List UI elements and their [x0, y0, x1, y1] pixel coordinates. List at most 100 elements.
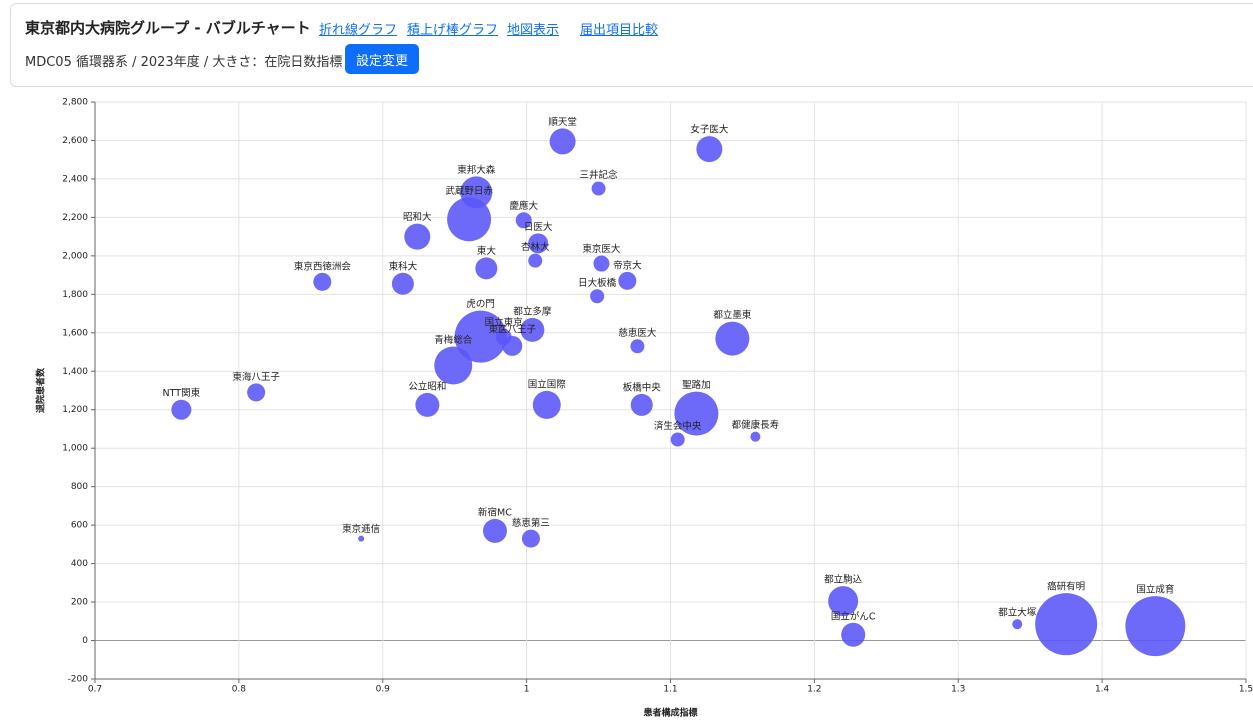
x-tick-label: 0.8 [232, 685, 247, 695]
bubble [532, 390, 561, 419]
y-tick-label: 2,400 [62, 174, 88, 184]
x-tick-label: 1.2 [807, 685, 821, 695]
y-tick-label: 400 [71, 559, 88, 569]
bubble-label: 日大板橋 [578, 277, 617, 289]
bubble [618, 271, 637, 290]
y-tick-label: 1,000 [62, 444, 88, 454]
bubble-label: 国立がんC [831, 610, 876, 622]
y-tick-label: 800 [71, 482, 88, 492]
y-tick-label: 1,200 [62, 405, 88, 415]
bubble [696, 136, 723, 163]
bubble [528, 253, 543, 268]
bubble [1035, 593, 1098, 656]
nav-link[interactable]: 積上げ棒グラフ [407, 23, 499, 38]
bubble-label: 東海八王子 [232, 371, 280, 383]
bubble-label: 都立多摩 [513, 305, 552, 317]
bubble-label: 癌研有明 [1047, 581, 1085, 593]
bubble [415, 392, 440, 417]
bubble [520, 317, 545, 342]
bubble [670, 432, 685, 447]
bubble-label: 東京西徳洲会 [294, 260, 352, 272]
bubble-label: 聖路加 [682, 379, 711, 391]
y-tick-label: 2,200 [62, 213, 88, 223]
bubble [313, 272, 332, 291]
bubble [528, 233, 549, 254]
bubble-label: 東京医大 [582, 243, 621, 255]
y-tick-label: 2,000 [62, 251, 88, 261]
bubble [358, 535, 365, 542]
bubble-label: 日医大 [524, 221, 553, 233]
x-tick-label: 1.1 [663, 685, 677, 695]
y-tick-label: 0 [82, 636, 88, 646]
bubble [460, 176, 493, 209]
bubble-label: 慶應大 [509, 200, 538, 212]
x-tick-label: 1.5 [1239, 685, 1253, 695]
bubble-label: 三井記念 [580, 169, 619, 181]
bubble-label: 済生会中央 [654, 420, 702, 432]
bubble-label: 慈恵医大 [618, 327, 657, 339]
bubble-label: 国立成育 [1136, 584, 1174, 596]
y-tick-label: 600 [71, 521, 88, 531]
bubble [447, 197, 492, 242]
bubble [549, 128, 576, 155]
bubble [674, 391, 719, 436]
bubble-label: 都健康長寿 [732, 419, 780, 431]
x-axis-title: 患者構成指標 [643, 707, 697, 719]
bubble [475, 257, 498, 280]
bubble [630, 339, 645, 354]
bubble-label: 順天堂 [548, 116, 577, 128]
y-tick-label: -200 [68, 675, 89, 685]
bubble-label: 東科大 [389, 260, 418, 272]
bubble [482, 518, 507, 543]
bubble-label: 昭和大 [403, 211, 432, 223]
bubble [434, 346, 473, 385]
bubble-label: 青梅総合 [434, 334, 473, 346]
bubble [750, 431, 761, 442]
bubble-label: 都立墨東 [713, 309, 752, 321]
x-tick-label: 1.4 [1095, 685, 1110, 695]
bubble [247, 383, 266, 402]
x-tick-label: 1.3 [951, 685, 965, 695]
bubble-label: 女子医大 [690, 124, 729, 136]
bubble-label: 東医八王子 [488, 323, 536, 335]
bubble [454, 310, 507, 363]
nav-link[interactable]: 届出項目比較 [580, 23, 659, 38]
bubble [1125, 596, 1186, 657]
y-tick-label: 2,800 [62, 98, 88, 108]
bubble [591, 181, 606, 196]
bubble-label: 都立駒込 [824, 574, 863, 586]
nav-link[interactable]: 地図表示 [507, 23, 560, 38]
bubble [590, 289, 605, 304]
bubble-label: 東大 [477, 245, 497, 257]
bubble-label: NTT関東 [163, 387, 201, 399]
x-tick-label: 0.7 [88, 685, 102, 695]
bubble [521, 529, 540, 548]
header-panel: 東京都内大病院グループ - バブルチャート 折れ線グラフ 積上げ棒グラフ 地図表… [10, 3, 1253, 87]
bubble-label: 慈恵第三 [512, 517, 550, 529]
bubble-label: 帝京大 [613, 259, 642, 271]
page-title: 東京都内大病院グループ - バブルチャート [25, 19, 311, 37]
bubble-label: 虎の門 [466, 298, 495, 310]
settings-button[interactable]: 設定変更 [345, 44, 419, 74]
bubble-label: 武蔵野日赤 [445, 185, 493, 197]
y-tick-label: 2,600 [62, 136, 88, 146]
bubble-label: 杏林大 [521, 241, 550, 253]
nav-link[interactable]: 折れ線グラフ [319, 23, 398, 38]
bubble [841, 622, 866, 647]
y-tick-label: 1,400 [62, 367, 88, 377]
y-axis-title: 退院患者数 [35, 367, 47, 413]
bubble [630, 393, 653, 416]
bubble-label: 板橋中央 [623, 381, 662, 393]
subtitle: MDC05 循環器系 / 2023年度 / 大きさ：在院日数指標 [25, 55, 343, 70]
bubble-label: 新宿MC [478, 506, 512, 518]
bubble-label: 公立昭和 [408, 380, 446, 392]
y-tick-label: 200 [71, 598, 88, 608]
bubble-label: 東京逓信 [342, 523, 380, 535]
y-tick-label: 1,800 [62, 290, 88, 300]
bubble [593, 255, 610, 272]
y-tick-label: 1,600 [62, 328, 88, 338]
bubble [171, 399, 192, 420]
x-tick-label: 0.9 [376, 685, 391, 695]
